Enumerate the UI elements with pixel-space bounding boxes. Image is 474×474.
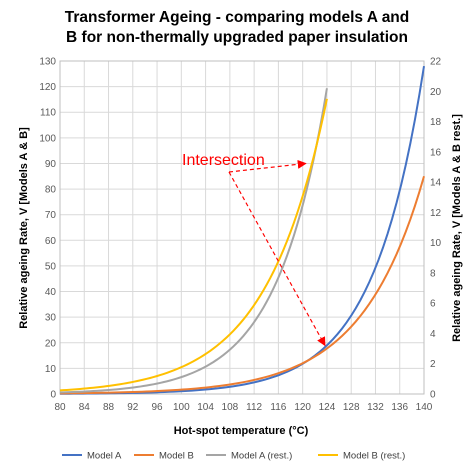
plot-area-border xyxy=(59,60,425,395)
x-tick-label: 108 xyxy=(222,402,239,413)
x-tick-label: 116 xyxy=(270,402,286,413)
chart-title-line-2: B for non-thermally upgraded paper insul… xyxy=(66,29,408,46)
right-y-tick-label: 18 xyxy=(430,117,442,128)
left-y-tick-label: 50 xyxy=(45,261,57,272)
left-y-tick-label: 70 xyxy=(45,210,57,221)
chart-title-line-1: Transformer Ageing - comparing models A … xyxy=(65,9,410,26)
annotation-arrow-2 xyxy=(228,171,326,347)
x-tick-label: 92 xyxy=(127,402,139,413)
x-tick-label: 124 xyxy=(319,402,336,413)
x-tick-label: 120 xyxy=(294,402,311,413)
x-tick-label: 80 xyxy=(54,402,66,413)
right-y-axis-title: Relative ageing Rate, V [Models A & B re… xyxy=(451,114,463,342)
legend-label-4: Model B (rest.) xyxy=(343,451,405,462)
series-line-2 xyxy=(59,175,425,395)
x-tick-label: 96 xyxy=(152,402,164,413)
x-tick-label: 84 xyxy=(79,402,91,413)
legend-label-2: Model B xyxy=(159,451,194,462)
left-y-tick-label: 30 xyxy=(45,313,57,324)
x-tick-label: 100 xyxy=(173,402,190,413)
right-y-tick-label: 14 xyxy=(430,178,442,189)
left-y-tick-label: 0 xyxy=(50,390,56,401)
x-axis-title: Hot-spot temperature (°C) xyxy=(174,425,309,437)
series-line-4 xyxy=(59,98,328,392)
right-y-tick-label: 16 xyxy=(430,147,442,158)
left-y-tick-label: 90 xyxy=(45,159,57,170)
x-tick-label: 140 xyxy=(416,402,433,413)
right-y-tick-label: 12 xyxy=(430,208,442,219)
series-line-3 xyxy=(59,88,328,394)
left-y-tick-label: 110 xyxy=(40,108,56,119)
x-tick-label: 88 xyxy=(103,402,115,413)
series-lines xyxy=(59,65,425,395)
x-tick-label: 112 xyxy=(246,402,262,413)
x-tick-label: 128 xyxy=(343,402,360,413)
annotation-arrow-1 xyxy=(228,159,307,173)
left-y-tick-label: 100 xyxy=(39,133,56,144)
right-y-tick-label: 8 xyxy=(430,268,436,279)
left-y-axis-ticks: 0 10 20 30 40 50 60 70 80 90 100 110 120 130 xyxy=(39,57,56,401)
right-y-tick-label: 20 xyxy=(430,87,442,98)
left-y-tick-label: 40 xyxy=(45,287,57,298)
x-tick-label: 136 xyxy=(391,402,408,413)
x-tick-label: 104 xyxy=(197,402,214,413)
left-y-tick-label: 10 xyxy=(45,364,57,375)
gridlines xyxy=(59,60,425,395)
right-y-tick-label: 22 xyxy=(430,57,442,68)
series-line-1 xyxy=(59,65,425,395)
legend: Model A Model B Model A (rest.) Model B (re… xyxy=(62,451,405,462)
right-y-tick-label: 6 xyxy=(430,299,436,310)
right-y-tick-label: 4 xyxy=(430,329,436,340)
left-y-tick-label: 120 xyxy=(39,82,56,93)
left-y-tick-label: 130 xyxy=(39,57,56,68)
left-y-tick-label: 60 xyxy=(45,236,57,247)
right-y-axis-ticks: 0 2 4 6 8 10 12 14 16 18 20 22 xyxy=(430,57,442,401)
x-tick-label: 132 xyxy=(367,402,384,413)
legend-label-3: Model A (rest.) xyxy=(231,451,292,462)
left-y-tick-label: 20 xyxy=(45,338,57,349)
legend-label-1: Model A xyxy=(87,451,122,462)
right-y-tick-label: 10 xyxy=(430,238,442,249)
x-axis-ticks: 80 84 88 92 96 100 104 108 112 116 120 124 128 132 136… xyxy=(54,402,432,413)
annotation-label: Intersection xyxy=(182,152,265,169)
right-y-tick-label: 0 xyxy=(430,390,436,401)
left-y-tick-label: 80 xyxy=(45,185,57,196)
left-y-axis-title: Relative ageing Rate, V [Models A & B] xyxy=(18,127,30,329)
right-y-tick-label: 2 xyxy=(430,359,436,370)
intersection-annotation: Intersection xyxy=(182,152,326,347)
